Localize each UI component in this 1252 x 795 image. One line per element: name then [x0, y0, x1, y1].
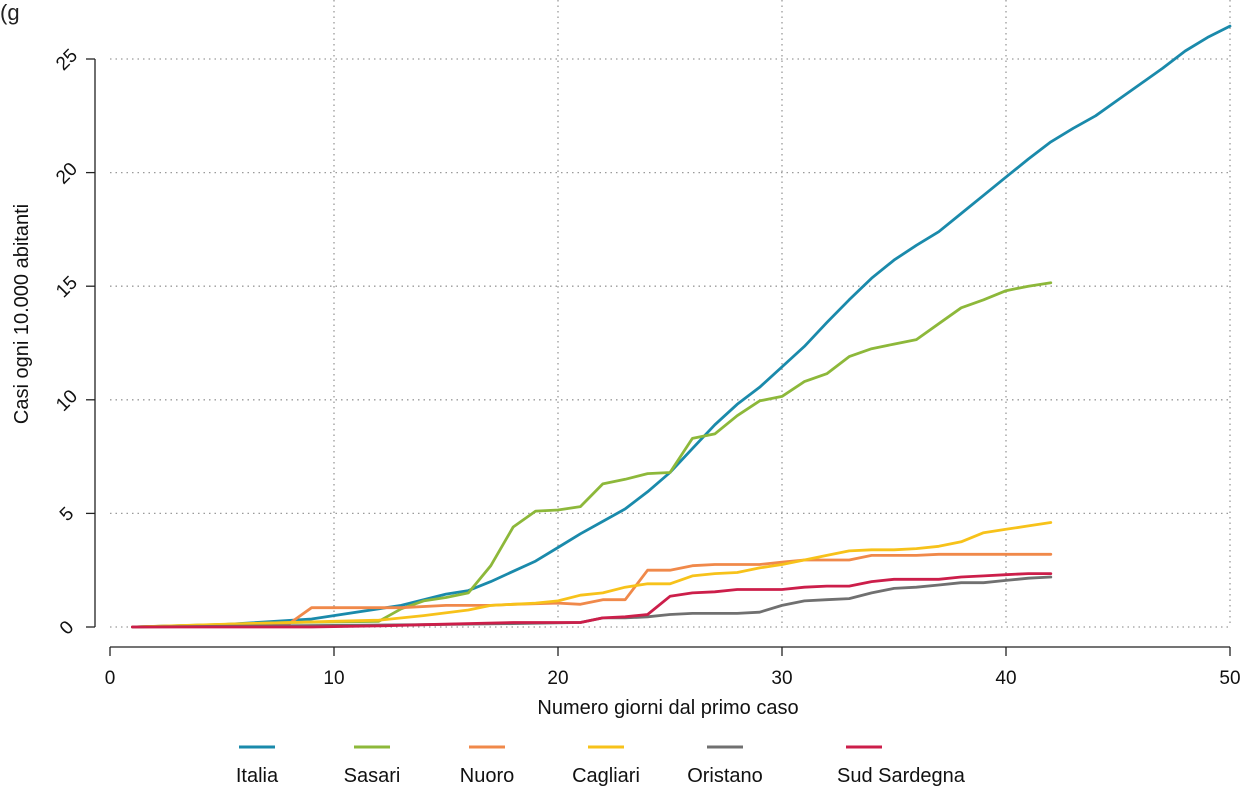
y-tick-label: 5 [56, 503, 78, 525]
tick-labels: 0 10 20 30 40 50 0 5 10 15 20 25 [52, 45, 1240, 689]
x-axis-title: Numero giorni dal primo caso [537, 697, 798, 719]
series-line-cagliari [130, 521, 1053, 629]
legend-label: Sasari [344, 765, 401, 787]
legend-label: Italia [236, 765, 279, 787]
legend-label: Sud Sardegna [837, 765, 966, 787]
legend-label: Cagliari [572, 765, 640, 787]
x-tick-label: 30 [771, 668, 792, 689]
x-tick-label: 40 [995, 668, 1016, 689]
chart-title-fragment: (g [0, 0, 20, 25]
series-lines [130, 24, 1232, 629]
y-tick-label: 15 [52, 272, 82, 302]
x-tick-label: 10 [323, 668, 344, 689]
series-line-sud-sardegna [130, 572, 1053, 629]
legend-label: Nuoro [460, 765, 514, 787]
y-tick-label: 25 [52, 45, 82, 75]
grid-lines [110, 0, 1231, 628]
series-line-italia [130, 24, 1232, 629]
series-line-nuoro [130, 552, 1053, 629]
legend-label: Oristano [687, 765, 763, 787]
x-tick-label: 20 [547, 668, 568, 689]
x-tick-label: 50 [1219, 668, 1240, 689]
y-tick-label: 10 [52, 386, 82, 416]
legend: Italia Sasari Nuoro Cagliari Oristano Sud Sar… [236, 745, 966, 787]
y-tick-label: 0 [56, 617, 78, 639]
series-line-sasari [130, 281, 1053, 629]
y-tick-label: 20 [52, 159, 82, 189]
y-axis-title: Casi ogni 10.000 abitanti [11, 204, 33, 424]
x-tick-label: 0 [105, 668, 116, 689]
axes [86, 58, 1231, 656]
